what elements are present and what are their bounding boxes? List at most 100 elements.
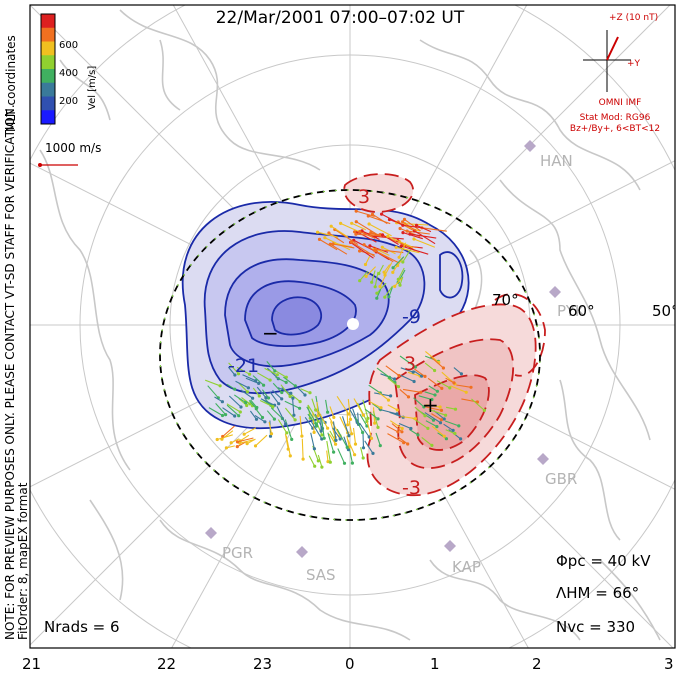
colorbar-swatch <box>41 96 55 111</box>
velocity-vector <box>240 389 253 399</box>
stat-nvc: Nvc = 330 <box>556 618 636 636</box>
velocity-vector <box>395 246 420 254</box>
velocity-vector <box>374 392 391 397</box>
velocity-vector-origin <box>482 408 486 412</box>
velocity-vector-origin <box>373 421 377 425</box>
velocity-vector-origin <box>380 212 384 216</box>
velocity-vector <box>351 222 367 231</box>
velocity-vector-origin <box>238 410 242 414</box>
velocity-vector <box>360 447 364 459</box>
velocity-vector-origin <box>438 421 443 425</box>
velocity-vector-origin <box>235 440 240 444</box>
velocity-vector-origin <box>438 405 442 409</box>
velocity-vector-origin <box>272 417 276 421</box>
velocity-vector-origin <box>242 432 246 436</box>
velocity-vector-origin <box>292 413 296 417</box>
station-label-kap: KAP <box>452 558 481 576</box>
velocity-vector <box>401 245 429 255</box>
velocity-vector-origin <box>442 417 446 421</box>
velocity-vector-origin <box>402 217 407 221</box>
lat-label-50: 50° <box>652 302 679 320</box>
velocity-vector-origin <box>380 233 385 237</box>
station-markers <box>205 140 561 558</box>
velocity-vector <box>378 408 398 415</box>
velocity-vector <box>397 436 409 445</box>
velocity-vector <box>397 267 405 280</box>
velocity-vector-origin <box>395 408 399 412</box>
velocity-vector-origin <box>416 433 420 437</box>
velocity-vector <box>317 231 339 238</box>
coastlines <box>39 9 661 641</box>
velocity-vector <box>425 404 441 408</box>
velocity-vector-origin <box>430 397 434 402</box>
velocity-vector <box>388 287 393 297</box>
velocity-vector <box>318 411 329 429</box>
velocity-vector <box>272 389 283 400</box>
velocity-vector <box>310 421 323 440</box>
velocity-vector <box>425 350 440 363</box>
velocity-vector-origin <box>342 461 347 465</box>
velocity-vector <box>332 427 341 440</box>
velocity-vector-origin <box>293 384 297 388</box>
velocity-vector <box>418 395 433 401</box>
velocity-vector <box>320 414 322 432</box>
velocity-vector <box>443 423 454 431</box>
imf-z-label: +Z (10 nT) <box>609 13 658 23</box>
velocity-vector-origin <box>314 422 318 426</box>
velocity-vector-origin <box>220 413 225 418</box>
velocity-vector-origin <box>371 451 375 455</box>
velocity-vector-origin <box>233 387 237 391</box>
velocity-vector <box>238 382 248 393</box>
velocity-vector-origin <box>451 428 455 432</box>
velocity-vector-origin <box>369 231 373 235</box>
velocity-vector-origin <box>453 431 457 436</box>
velocity-vector-origin <box>396 430 400 434</box>
velocity-vector <box>354 417 364 433</box>
colorbar-tick-600: 600 <box>59 40 78 51</box>
velocity-vector-origin <box>430 443 434 447</box>
velocity-vector-origin <box>448 386 452 390</box>
velocity-vector <box>233 394 247 404</box>
velocity-vector <box>431 413 442 421</box>
velocity-vector <box>269 391 280 405</box>
velocity-vector-origin <box>254 407 258 411</box>
fit-note: FitOrder: 8, mapEX format <box>16 482 30 640</box>
velocity-vector-origin <box>348 417 353 421</box>
velocity-vector-origin <box>316 419 320 423</box>
velocity-vector-origin <box>245 390 249 394</box>
pole-marker <box>347 318 359 330</box>
potential-min-marker: − <box>262 321 279 345</box>
colorbar-swatch <box>41 14 55 29</box>
colorbar-swatch <box>41 69 55 84</box>
hm-boundary-green <box>159 189 541 521</box>
velocity-vector <box>326 450 329 462</box>
velocity-vector-origin <box>323 236 327 240</box>
velocity-vector-origin <box>334 442 338 446</box>
velocity-vector-origin <box>220 400 224 404</box>
velocity-vector <box>364 440 374 454</box>
velocity-vector-origin <box>303 393 307 397</box>
velocity-vector <box>386 425 399 433</box>
velocity-vector <box>359 422 370 438</box>
colorbar-label: Vel [m/s] <box>87 66 98 110</box>
velocity-vector-origin <box>376 417 380 421</box>
velocity-vector <box>208 407 223 416</box>
velocity-vector-origin <box>426 426 430 430</box>
preview-note: NOTE: FOR PREVIEW PURPOSES ONLY. PLEASE … <box>3 104 17 640</box>
velocity-vector-origin <box>353 442 358 446</box>
velocity-vector <box>228 395 242 408</box>
velocity-vector <box>402 249 411 263</box>
velocity-vector <box>329 406 335 418</box>
velocity-vector <box>398 422 412 430</box>
velocity-vector <box>414 368 426 377</box>
colorbar-tick-200: 200 <box>59 96 78 107</box>
velocity-vector <box>321 418 325 439</box>
colorbar-swatch <box>41 82 55 97</box>
velocity-vector-origin <box>271 405 275 409</box>
velocity-vector-origin <box>290 437 294 441</box>
velocity-vector <box>316 402 319 416</box>
velocity-vector-origin <box>361 430 365 435</box>
velocity-vector-origin <box>332 415 336 419</box>
imf-y-label: +Y <box>627 59 641 69</box>
velocity-vector-origin <box>358 279 362 283</box>
